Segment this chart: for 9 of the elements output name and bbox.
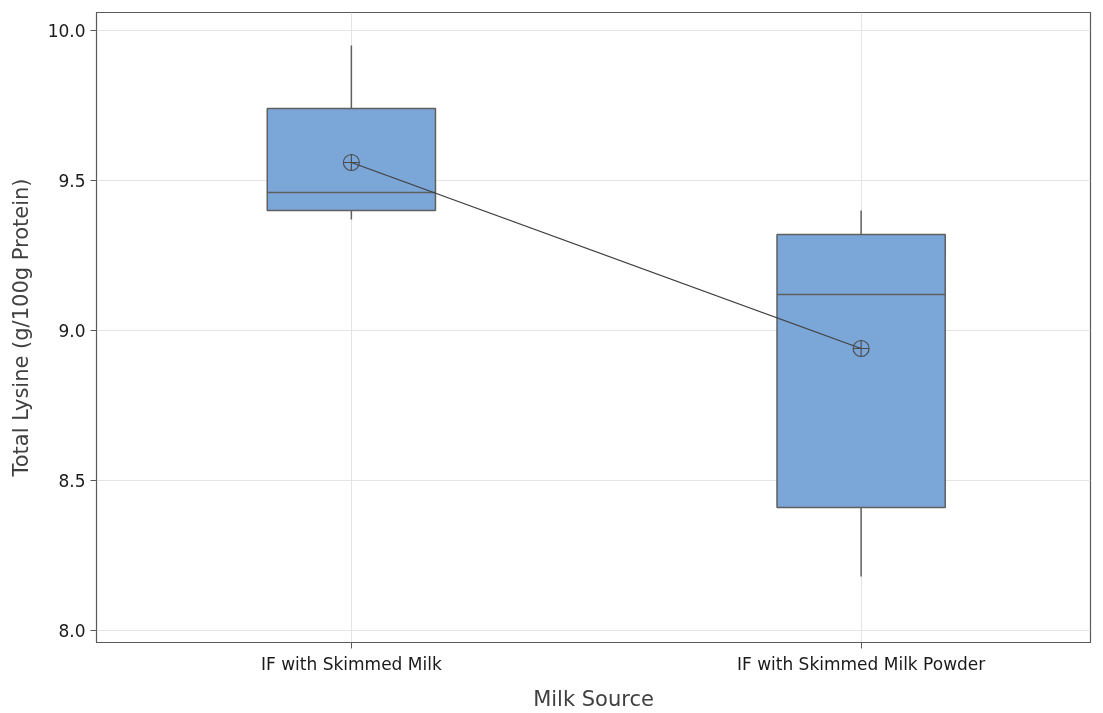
y-tick-label: 9.0 bbox=[58, 321, 86, 341]
x-axis-title: Milk Source bbox=[533, 686, 654, 711]
y-tick-label: 8.5 bbox=[58, 471, 86, 491]
y-axis-title: Total Lysine (g/100g Protein) bbox=[8, 178, 33, 478]
x-tick-label: IF with Skimmed Milk bbox=[260, 653, 442, 674]
y-tick-label: 8.0 bbox=[58, 621, 86, 641]
x-tick-label: IF with Skimmed Milk Powder bbox=[736, 653, 986, 674]
y-tick-label: 10.0 bbox=[47, 21, 86, 41]
y-tick-label: 9.5 bbox=[58, 171, 86, 191]
